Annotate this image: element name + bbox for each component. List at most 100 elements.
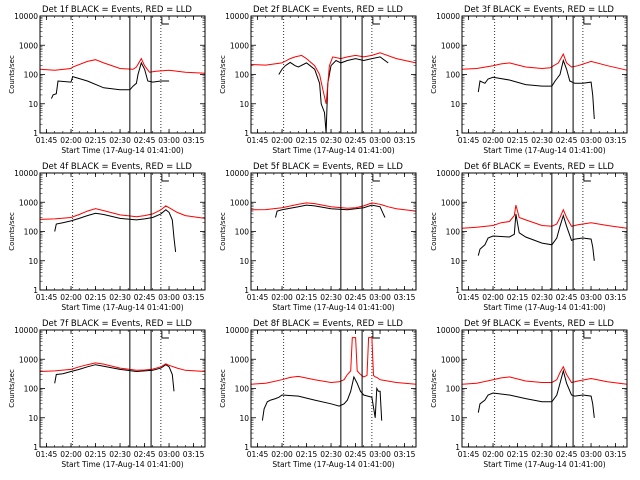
x-axis-label: Start Time (17-Aug-14 01:41:00): [272, 146, 394, 155]
y-tick-label: 10000: [225, 12, 249, 21]
x-tick-label: 02:00: [271, 136, 293, 145]
y-tick-label: 10000: [436, 12, 460, 21]
bracket-mark: [583, 17, 591, 25]
x-tick-label: 02:00: [60, 136, 82, 145]
y-axis-label: Counts/sec: [430, 55, 438, 94]
y-tick-label: 100: [24, 228, 39, 237]
series-line-lld: [250, 337, 417, 385]
x-tick-label: 02:15: [507, 450, 529, 459]
y-tick-label: 1000: [230, 355, 249, 364]
y-tick-label: 1: [33, 286, 38, 295]
x-axis-label: Start Time (17-Aug-14 01:41:00): [483, 146, 605, 155]
y-tick-label: 1000: [230, 41, 249, 50]
y-axis-label: Counts/sec: [219, 369, 227, 408]
x-tick-label: 03:15: [394, 293, 416, 302]
series-line-lld: [461, 52, 628, 71]
x-tick-label: 01:45: [247, 450, 269, 459]
series-line-events: [477, 58, 595, 120]
x-tick-label: 02:45: [345, 450, 367, 459]
y-axis-label: Counts/sec: [8, 369, 16, 408]
x-tick-label: 02:30: [320, 293, 342, 302]
x-tick-label: 02:15: [296, 136, 318, 145]
y-tick-label: 1: [455, 129, 460, 138]
x-tick-label: 03:15: [605, 293, 627, 302]
y-tick-label: 10: [450, 257, 460, 266]
y-tick-label: 1: [244, 286, 249, 295]
x-axis-label: Start Time (17-Aug-14 01:41:00): [483, 303, 605, 312]
plot-frame: [250, 172, 417, 291]
y-axis-label: Counts/sec: [430, 212, 438, 251]
y-tick-label: 100: [24, 385, 39, 394]
y-tick-label: 10: [450, 414, 460, 423]
series-line-events: [54, 209, 177, 252]
plot-frame: [250, 15, 417, 134]
panel-title: Det 5f BLACK = Events, RED = LLD: [253, 162, 403, 172]
y-tick-label: 100: [446, 385, 461, 394]
y-tick-label: 100: [235, 385, 250, 394]
y-tick-label: 1000: [19, 198, 38, 207]
series-line-lld: [250, 52, 417, 104]
panel-title: Det 9f BLACK = Events, RED = LLD: [464, 319, 614, 329]
y-tick-label: 10000: [436, 326, 460, 335]
x-tick-label: 01:45: [247, 293, 269, 302]
x-tick-label: 02:00: [60, 450, 82, 459]
x-tick-label: 02:45: [134, 450, 156, 459]
y-tick-label: 1: [244, 443, 249, 452]
y-tick-label: 100: [235, 71, 250, 80]
y-tick-label: 10: [239, 257, 249, 266]
x-tick-label: 02:30: [320, 136, 342, 145]
x-tick-label: 03:15: [183, 293, 205, 302]
x-tick-label: 02:30: [531, 293, 553, 302]
panel-title: Det 7f BLACK = Events, RED = LLD: [42, 319, 192, 329]
bracket-mark: [372, 174, 380, 182]
x-tick-label: 02:00: [271, 293, 293, 302]
y-tick-label: 1: [33, 443, 38, 452]
x-axis-label: Start Time (17-Aug-14 01:41:00): [61, 460, 183, 469]
x-tick-label: 02:45: [556, 136, 578, 145]
x-tick-label: 03:15: [394, 450, 416, 459]
series-line-events: [477, 368, 595, 418]
x-axis-label: Start Time (17-Aug-14 01:41:00): [61, 303, 183, 312]
x-tick-label: 01:45: [247, 136, 269, 145]
x-tick-label: 02:00: [482, 450, 504, 459]
x-tick-label: 02:00: [60, 293, 82, 302]
x-tick-label: 01:45: [458, 136, 480, 145]
x-tick-label: 03:15: [605, 136, 627, 145]
x-tick-label: 02:45: [134, 136, 156, 145]
x-tick-label: 02:30: [109, 293, 131, 302]
x-tick-label: 01:45: [458, 450, 480, 459]
x-tick-label: 03:00: [158, 136, 180, 145]
bracket-mark: [372, 331, 380, 339]
y-axis-label: Counts/sec: [8, 55, 16, 94]
y-tick-label: 100: [446, 71, 461, 80]
y-tick-label: 1000: [19, 41, 38, 50]
y-tick-label: 100: [24, 71, 39, 80]
x-tick-label: 03:00: [158, 450, 180, 459]
bracket-mark: [161, 174, 169, 182]
x-tick-label: 03:00: [158, 293, 180, 302]
series-line-lld: [461, 204, 628, 229]
y-tick-label: 1000: [441, 198, 460, 207]
y-tick-label: 1000: [19, 355, 38, 364]
series-line-events: [275, 204, 386, 218]
x-tick-label: 03:15: [183, 450, 205, 459]
x-axis-label: Start Time (17-Aug-14 01:41:00): [272, 303, 394, 312]
y-axis-label: Counts/sec: [219, 55, 227, 94]
x-tick-label: 03:00: [369, 293, 391, 302]
x-tick-label: 01:45: [36, 450, 58, 459]
x-tick-label: 02:45: [345, 136, 367, 145]
x-tick-label: 02:30: [109, 136, 131, 145]
bracket-mark: [583, 174, 591, 182]
y-tick-label: 1: [455, 443, 460, 452]
series-line-lld: [461, 365, 628, 385]
